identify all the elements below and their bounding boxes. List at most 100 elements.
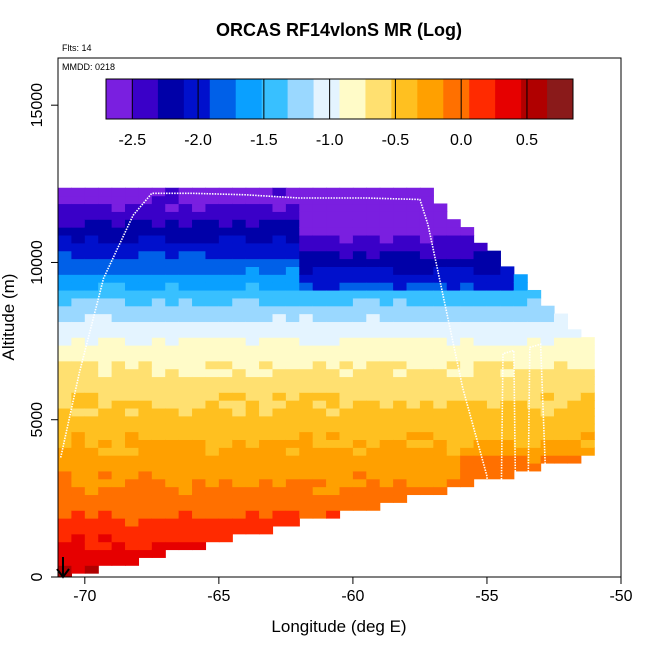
- heatmap-cell: [125, 297, 140, 307]
- heatmap-cell: [312, 219, 327, 228]
- colorbar-swatch: [443, 79, 470, 119]
- heatmap-cell: [406, 337, 421, 346]
- heatmap-cell: [339, 305, 354, 315]
- heatmap-cell: [406, 439, 421, 448]
- heatmap-cell: [299, 227, 314, 236]
- heatmap-cell: [192, 195, 207, 205]
- heatmap-cell: [218, 195, 233, 205]
- heatmap-cell: [446, 462, 461, 472]
- heatmap-cell: [259, 478, 274, 488]
- heatmap-cell: [192, 376, 207, 385]
- heatmap-cell: [98, 211, 113, 220]
- heatmap-cell: [393, 321, 408, 330]
- heatmap-cell: [218, 510, 233, 519]
- heatmap-cell: [205, 423, 220, 433]
- heatmap-cell: [446, 352, 461, 362]
- colorbar-swatch: [287, 79, 315, 119]
- heatmap-cell: [406, 462, 421, 472]
- heatmap-cell: [580, 439, 595, 448]
- heatmap-cell: [232, 195, 247, 205]
- heatmap-cell: [326, 337, 341, 346]
- heatmap-cell: [218, 431, 233, 440]
- heatmap-cell: [513, 431, 528, 440]
- heatmap-cell: [312, 470, 327, 480]
- heatmap-cell: [138, 447, 153, 456]
- heatmap-cell: [138, 258, 153, 267]
- heatmap-cell: [192, 345, 207, 354]
- heatmap-cell: [98, 227, 113, 236]
- heatmap-cell: [125, 407, 140, 417]
- heatmap-cell: [393, 195, 408, 205]
- heatmap-cell: [419, 470, 434, 480]
- heatmap-cell: [379, 329, 394, 338]
- heatmap-cell: [138, 392, 153, 401]
- heatmap-cell: [165, 423, 180, 433]
- heatmap-cell: [500, 392, 515, 401]
- heatmap-cell: [232, 439, 247, 448]
- heatmap-cell: [272, 486, 287, 496]
- heatmap-cell: [151, 510, 166, 519]
- heatmap-cell: [299, 211, 314, 220]
- heatmap-cell: [138, 384, 153, 393]
- heatmap-cell: [406, 392, 421, 401]
- heatmap-cell: [84, 313, 99, 323]
- heatmap-cell: [218, 274, 233, 283]
- heatmap-cell: [178, 187, 193, 197]
- heatmap-cell: [540, 384, 555, 393]
- heatmap-cell: [540, 337, 555, 346]
- heatmap-cell: [352, 415, 367, 425]
- heatmap-cell: [71, 329, 86, 338]
- heatmap-cell: [71, 557, 86, 566]
- heatmap-cell: [205, 470, 220, 480]
- heatmap-cell: [433, 462, 448, 472]
- heatmap-cell: [285, 431, 300, 440]
- heatmap-cell: [446, 447, 461, 456]
- heatmap-cell: [553, 407, 568, 417]
- x-tick-label: -70: [73, 588, 96, 605]
- heatmap-cell: [446, 423, 461, 433]
- heatmap-cell: [299, 187, 314, 197]
- heatmap-cell: [446, 258, 461, 267]
- heatmap-cell: [218, 242, 233, 252]
- heatmap-cell: [285, 518, 300, 527]
- heatmap-cell: [352, 203, 367, 212]
- heatmap-cell: [259, 431, 274, 440]
- heatmap-cell: [151, 423, 166, 433]
- heatmap-cell: [366, 297, 381, 307]
- heatmap-cell: [406, 360, 421, 370]
- heatmap-cell: [111, 525, 126, 535]
- heatmap-cell: [178, 384, 193, 393]
- heatmap-cell: [486, 368, 501, 378]
- heatmap-cell: [98, 376, 113, 385]
- heatmap-cell: [272, 297, 287, 307]
- heatmap-cell: [259, 305, 274, 315]
- heatmap-cell: [326, 407, 341, 417]
- heatmap-cell: [366, 266, 381, 275]
- heatmap-cell: [151, 266, 166, 275]
- heatmap-cell: [326, 282, 341, 291]
- heatmap-cell: [125, 250, 140, 260]
- y-tick-label: 0: [29, 572, 46, 581]
- heatmap-cell: [513, 376, 528, 385]
- heatmap-cell: [125, 368, 140, 378]
- heatmap-cell: [111, 211, 126, 220]
- heatmap-cell: [312, 486, 327, 496]
- heatmap-cell: [513, 423, 528, 433]
- heatmap-cell: [232, 447, 247, 456]
- heatmap-cell: [339, 360, 354, 370]
- heatmap-cell: [232, 486, 247, 496]
- heatmap-cell: [366, 486, 381, 496]
- heatmap-cell: [379, 376, 394, 385]
- heatmap-cell: [71, 439, 86, 448]
- heatmap-cell: [165, 227, 180, 236]
- heatmap-cell: [433, 258, 448, 267]
- heatmap-cell: [205, 266, 220, 275]
- heatmap-cell: [245, 478, 260, 488]
- heatmap-cell: [339, 187, 354, 197]
- heatmap-cell: [352, 431, 367, 440]
- heatmap-cell: [218, 400, 233, 409]
- heatmap-cell: [138, 415, 153, 425]
- heatmap-cell: [540, 345, 555, 354]
- heatmap-cell: [540, 455, 555, 464]
- heatmap-cell: [71, 400, 86, 409]
